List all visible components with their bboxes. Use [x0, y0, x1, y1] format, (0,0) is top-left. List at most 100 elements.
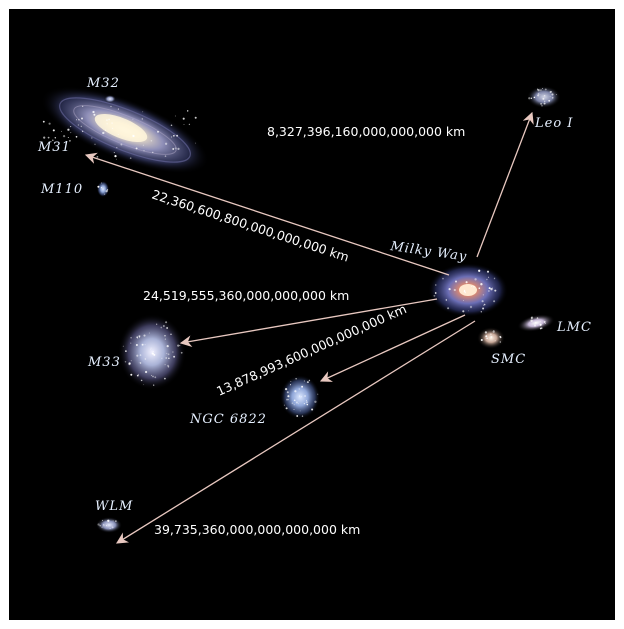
- star: [129, 157, 132, 159]
- star: [138, 373, 140, 375]
- star: [488, 276, 490, 278]
- star: [301, 415, 304, 417]
- star: [542, 97, 545, 100]
- star: [549, 90, 552, 94]
- star: [483, 304, 485, 306]
- star: [166, 352, 168, 354]
- star: [317, 393, 319, 395]
- star: [486, 270, 490, 273]
- label-milky-way: Milky Way: [388, 239, 468, 265]
- star: [491, 287, 493, 289]
- star: [540, 103, 542, 105]
- star: [103, 525, 105, 527]
- star: [489, 333, 492, 336]
- star: [107, 519, 110, 522]
- distance-m31: 22,360,600,800,000,000,000 km: [150, 187, 351, 265]
- star: [311, 408, 314, 411]
- star: [167, 364, 170, 367]
- star: [172, 351, 174, 353]
- star: [544, 100, 546, 103]
- star: [141, 118, 143, 120]
- star: [161, 357, 163, 359]
- star: [492, 330, 495, 333]
- arrow-to-wlm: [116, 320, 476, 544]
- star: [116, 146, 118, 149]
- star: [114, 155, 117, 158]
- star: [81, 130, 84, 133]
- star: [300, 396, 302, 398]
- star: [177, 344, 180, 347]
- label-m31: M31: [37, 140, 71, 155]
- smc-galaxy: [477, 327, 505, 349]
- star: [99, 524, 102, 527]
- star: [494, 340, 496, 342]
- star: [543, 320, 546, 323]
- star: [167, 353, 170, 356]
- star: [128, 362, 131, 365]
- star: [75, 135, 78, 138]
- star: [478, 287, 481, 289]
- milky-way-galaxy: [428, 263, 508, 317]
- star: [166, 327, 168, 329]
- star: [544, 88, 547, 91]
- star: [42, 120, 45, 123]
- star: [528, 97, 531, 100]
- star: [109, 527, 111, 530]
- label-m32: M32: [86, 76, 120, 91]
- label-smc: SMC: [491, 352, 526, 367]
- star: [290, 380, 292, 382]
- star: [494, 277, 496, 279]
- star: [61, 130, 62, 132]
- star: [173, 135, 175, 137]
- star: [130, 373, 133, 376]
- star: [176, 134, 179, 137]
- label-lmc: LMC: [556, 320, 592, 335]
- star: [301, 385, 304, 388]
- star: [138, 336, 141, 338]
- star: [68, 139, 71, 142]
- star: [295, 378, 297, 380]
- star: [293, 399, 296, 402]
- star: [540, 89, 542, 91]
- star: [286, 391, 289, 394]
- star: [165, 321, 168, 324]
- star: [115, 520, 117, 522]
- star: [533, 324, 537, 327]
- star: [296, 415, 299, 417]
- star: [448, 288, 451, 291]
- star: [499, 336, 502, 339]
- star: [150, 347, 152, 349]
- star: [117, 133, 119, 135]
- star: [478, 269, 481, 272]
- star: [105, 119, 108, 122]
- star: [130, 360, 132, 362]
- star: [117, 108, 119, 110]
- star: [139, 362, 142, 364]
- star: [150, 349, 151, 350]
- star: [179, 345, 181, 347]
- star: [43, 136, 46, 139]
- star: [530, 97, 533, 99]
- star: [110, 105, 112, 108]
- star: [306, 381, 309, 384]
- star: [171, 136, 173, 138]
- star: [539, 323, 542, 326]
- star: [435, 284, 437, 286]
- star: [103, 193, 106, 195]
- m110-galaxy: [97, 181, 109, 197]
- star: [306, 399, 307, 401]
- star: [152, 375, 154, 378]
- star: [549, 95, 551, 97]
- star: [551, 96, 554, 99]
- star: [82, 105, 84, 107]
- star: [285, 407, 288, 410]
- star: [153, 384, 155, 386]
- star: [543, 102, 546, 105]
- star: [137, 338, 139, 339]
- star: [92, 110, 95, 114]
- star: [150, 139, 153, 142]
- label-ngc6822: NGC 6822: [189, 412, 267, 427]
- star: [433, 294, 436, 297]
- star: [135, 147, 138, 150]
- star: [91, 137, 93, 139]
